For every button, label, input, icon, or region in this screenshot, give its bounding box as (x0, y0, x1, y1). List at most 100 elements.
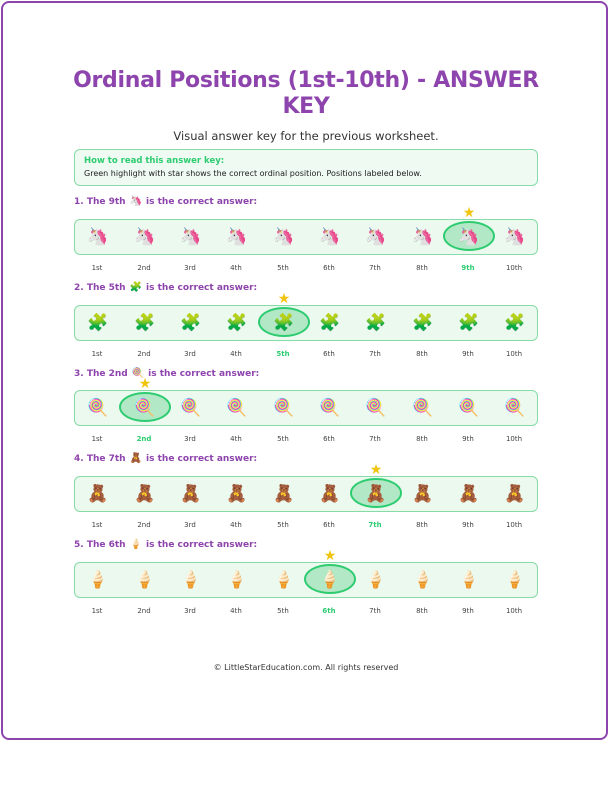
correct-highlight (304, 564, 356, 594)
position-label: 3rd (184, 435, 196, 443)
teddy-bear-icon: 🧸 (412, 483, 434, 504)
lollipop-icon: 🍭 (365, 397, 387, 418)
question-label: 5. The 6th 🍦 is the correct answer: (74, 539, 257, 550)
position-label: 2nd (137, 607, 151, 615)
position-label: 7th (369, 607, 381, 615)
question-label: 4. The 7th 🧸 is the correct answer: (74, 453, 257, 464)
ice-cream-icon: 🍦 (458, 569, 480, 590)
answer-row: ★ 🧸 🧸 🧸 🧸 🧸 🧸 🧸 🧸 🧸 🧸 (74, 463, 538, 512)
position-label: 2nd (137, 521, 151, 529)
star-icon: ★ (323, 548, 337, 564)
answer-row: ★ 🍦 🍦 🍦 🍦 🍦 🍦 🍦 🍦 🍦 🍦 (74, 549, 538, 598)
ice-cream-icon: 🍦 (180, 569, 202, 590)
how-to-text: Green highlight with star shows the corr… (84, 169, 422, 178)
position-label: 6th (322, 607, 336, 615)
question-prefix: 1. The 9th (74, 197, 126, 207)
ice-cream-icon: 🍦 (129, 539, 143, 550)
teddy-bear-icon: 🧸 (134, 483, 156, 504)
ice-cream-icon: 🍦 (226, 569, 248, 590)
unicorn-icon: 🦄 (87, 226, 109, 247)
question-prefix: 5. The 6th (74, 540, 126, 550)
puzzle-piece-icon: 🧩 (129, 282, 143, 293)
teddy-bear-icon: 🧸 (504, 483, 526, 504)
position-label: 9th (462, 350, 474, 358)
position-label: 10th (505, 521, 523, 529)
position-label: 3rd (184, 350, 196, 358)
position-label: 7th (368, 521, 382, 529)
teddy-bear-icon: 🧸 (180, 483, 202, 504)
position-label: 3rd (184, 264, 196, 272)
position-label: 5th (277, 607, 289, 615)
position-label: 4th (230, 435, 242, 443)
lollipop-icon: 🍭 (458, 397, 480, 418)
question-suffix: is the correct answer: (146, 197, 258, 207)
ice-cream-icon: 🍦 (319, 569, 341, 590)
position-label: 10th (505, 350, 523, 358)
page-border (1, 1, 608, 740)
lollipop-icon: 🍭 (180, 397, 202, 418)
position-labels: 1st 2nd 3rd 4th 5th 6th 7th 8th 9th 10th (74, 521, 538, 533)
lollipop-icon: 🍭 (226, 397, 248, 418)
ice-cream-icon: 🍦 (87, 569, 109, 590)
teddy-bear-icon: 🧸 (87, 483, 109, 504)
unicorn-icon: 🦄 (458, 226, 480, 247)
unicorn-icon: 🦄 (504, 226, 526, 247)
puzzle-piece-icon: 🧩 (412, 312, 434, 333)
answer-row: ★ 🧩 🧩 🧩 🧩 🧩 🧩 🧩 🧩 🧩 🧩 (74, 292, 538, 341)
ice-cream-icon: 🍦 (273, 569, 295, 590)
unicorn-icon: 🦄 (129, 196, 143, 207)
puzzle-piece-icon: 🧩 (319, 312, 341, 333)
question-label: 3. The 2nd 🍭 is the correct answer: (74, 368, 259, 379)
unicorn-icon: 🦄 (273, 226, 295, 247)
copyright-footer: © LittleStarEducation.com. All rights re… (213, 663, 399, 672)
position-label: 8th (416, 350, 428, 358)
question-suffix: is the correct answer: (146, 454, 258, 464)
unicorn-icon: 🦄 (319, 226, 341, 247)
puzzle-piece-icon: 🧩 (87, 312, 109, 333)
star-icon: ★ (138, 376, 152, 392)
lollipop-icon: 🍭 (87, 397, 109, 418)
position-label: 2nd (136, 435, 152, 443)
position-label: 10th (505, 435, 523, 443)
question-prefix: 3. The 2nd (74, 369, 128, 379)
lollipop-icon: 🍭 (131, 368, 145, 379)
position-label: 4th (230, 264, 242, 272)
puzzle-piece-icon: 🧩 (180, 312, 202, 333)
lollipop-icon: 🍭 (319, 397, 341, 418)
position-label: 4th (230, 350, 242, 358)
position-label: 9th (461, 264, 475, 272)
unicorn-icon: 🦄 (134, 226, 156, 247)
lollipop-icon: 🍭 (134, 397, 156, 418)
position-label: 2nd (137, 350, 151, 358)
question-label: 1. The 9th 🦄 is the correct answer: (74, 196, 257, 207)
position-label: 7th (369, 264, 381, 272)
position-label: 6th (323, 264, 335, 272)
question-suffix: is the correct answer: (148, 369, 260, 379)
answer-row: ★ 🦄 🦄 🦄 🦄 🦄 🦄 🦄 🦄 🦄 🦄 (74, 206, 538, 255)
teddy-bear-icon: 🧸 (273, 483, 295, 504)
correct-highlight (443, 221, 495, 251)
ice-cream-icon: 🍦 (504, 569, 526, 590)
page-subtitle: Visual answer key for the previous works… (173, 129, 439, 143)
correct-highlight (350, 478, 402, 508)
position-label: 5th (277, 264, 289, 272)
unicorn-icon: 🦄 (365, 226, 387, 247)
position-label: 1st (91, 435, 103, 443)
position-label: 8th (416, 521, 428, 529)
page-title: Ordinal Positions (1st-10th) - ANSWER KE… (73, 68, 539, 119)
position-label: 9th (462, 435, 474, 443)
teddy-bear-icon: 🧸 (458, 483, 480, 504)
position-label: 10th (505, 264, 523, 272)
puzzle-piece-icon: 🧩 (504, 312, 526, 333)
answer-row: ★ 🍭 🍭 🍭 🍭 🍭 🍭 🍭 🍭 🍭 🍭 (74, 377, 538, 426)
position-label: 8th (416, 435, 428, 443)
position-labels: 1st 2nd 3rd 4th 5th 6th 7th 8th 9th 10th (74, 435, 538, 447)
how-to-read-box: How to read this answer key: Green highl… (74, 149, 538, 186)
position-label: 6th (323, 350, 335, 358)
position-label: 8th (416, 607, 428, 615)
correct-highlight (258, 307, 310, 337)
position-labels: 1st 2nd 3rd 4th 5th 6th 7th 8th 9th 10th (74, 264, 538, 276)
position-label: 3rd (184, 607, 196, 615)
ice-cream-icon: 🍦 (365, 569, 387, 590)
question-prefix: 4. The 7th (74, 454, 126, 464)
